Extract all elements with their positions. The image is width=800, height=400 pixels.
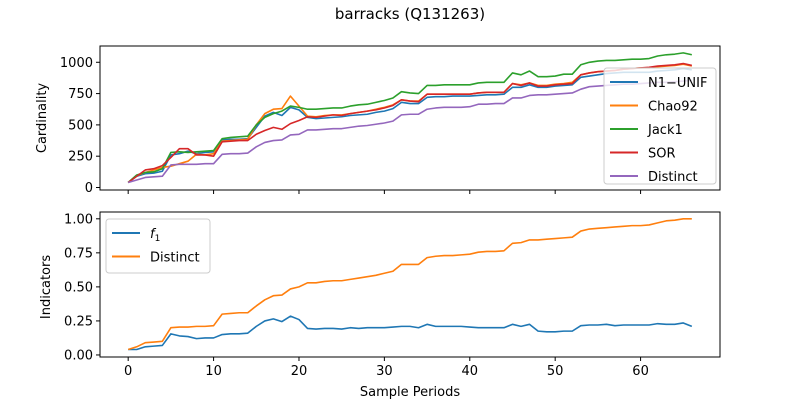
bottom-series-line-1 (127, 218, 692, 351)
top-series-line-3 (127, 62, 692, 184)
bottom-x-tick-label: 40 (462, 364, 479, 379)
bottom-legend-label-0: f1 (150, 227, 160, 244)
bottom-x-tick-label: 30 (376, 364, 393, 379)
bottom-x-tick-label: 0 (124, 364, 132, 379)
bottom-y-tick-label: 0.50 (64, 280, 93, 295)
top-y-tick-label: 250 (68, 150, 93, 165)
chart-title: barracks (Q131263) (335, 5, 485, 23)
top-y-tick-label: 500 (68, 118, 93, 133)
top-panel: 0 250 500 750 1000 N1−UNIF Chao92 Jack1 SOR Disti… (60, 45, 721, 196)
top-y-tick-label: 750 (68, 87, 93, 102)
top-legend: N1−UNIF Chao92 Jack1 SOR Distinct (603, 67, 717, 185)
bottom-x-tick-label: 10 (205, 364, 222, 379)
bottom-legend: f1 Distinct (105, 218, 211, 274)
bottom-series-line-0 (128, 315, 693, 351)
top-series-line-4 (127, 79, 692, 184)
x-axis-label: Sample Periods (360, 385, 460, 400)
top-y-axis-label: Cardinality (35, 83, 50, 154)
bottom-y-tick-label: 0.25 (64, 314, 93, 329)
bottom-y-tick-label: 0.75 (64, 246, 93, 261)
top-y-tick-label: 0 (85, 181, 93, 196)
top-legend-label-4: Distinct (648, 170, 698, 185)
bottom-panel: 0 10 20 30 40 50 60 0.00 0.25 0.50 0.75 1.00 f1 Disti… (64, 211, 721, 379)
top-legend-box (603, 67, 717, 185)
top-legend-label-0: N1−UNIF (648, 76, 707, 91)
bottom-x-tick-label: 60 (632, 364, 649, 379)
bottom-x-tick-label: 20 (291, 364, 308, 379)
bottom-y-tick-label: 1.00 (64, 212, 93, 227)
top-legend-label-2: Jack1 (647, 123, 683, 138)
top-y-tick-label: 1000 (60, 56, 93, 71)
bottom-y-axis-label: Indicators (39, 255, 54, 319)
bottom-axes-frame (99, 211, 721, 358)
bottom-y-tick-label: 0.00 (64, 348, 93, 363)
top-series-line-2 (127, 52, 692, 184)
top-axes-frame (99, 45, 721, 191)
bottom-x-tick-label: 50 (547, 364, 564, 379)
top-legend-label-3: SOR (648, 147, 676, 162)
bottom-legend-label-1: Distinct (150, 251, 200, 266)
top-legend-label-1: Chao92 (648, 100, 698, 115)
